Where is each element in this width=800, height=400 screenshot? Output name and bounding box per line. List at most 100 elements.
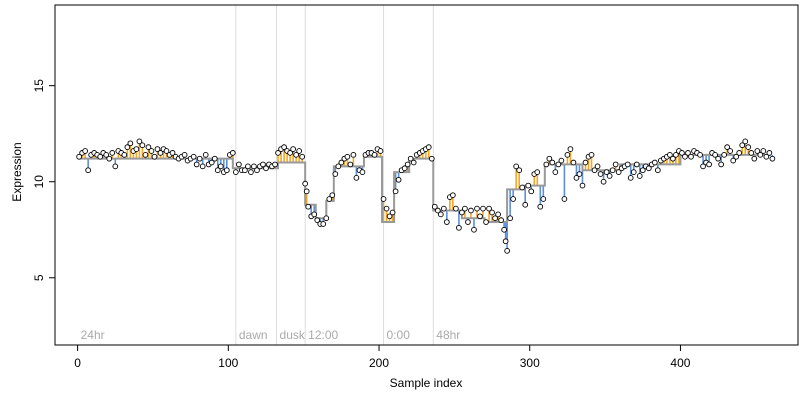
data-point: [335, 163, 342, 170]
data-point: [624, 161, 631, 168]
data-point: [428, 155, 435, 162]
data-point: [688, 153, 694, 160]
data-point: [208, 159, 215, 166]
data-point: [736, 150, 743, 156]
data-point: [600, 178, 607, 185]
data-point: [196, 155, 203, 162]
data-point: [730, 157, 737, 164]
data-point: [507, 215, 513, 222]
data-point: [480, 205, 486, 212]
data-point: [766, 150, 773, 156]
data-point: [453, 205, 459, 212]
data-point: [706, 161, 712, 168]
data-point: [760, 148, 767, 154]
data-point: [281, 144, 287, 150]
data-point: [651, 159, 658, 166]
x-axis: 0 100 200 300 400: [74, 344, 691, 370]
data-point: [410, 159, 417, 166]
data-points: [76, 138, 776, 254]
data-point: [245, 163, 251, 170]
data-point: [528, 188, 535, 195]
data-point: [148, 148, 155, 154]
data-point: [154, 146, 161, 152]
data-point: [570, 159, 577, 166]
data-point: [217, 163, 224, 170]
data-point: [251, 163, 257, 170]
data-point: [748, 150, 755, 156]
data-point: [76, 153, 82, 160]
fit-line: [77, 153, 771, 224]
data-point: [540, 196, 547, 202]
data-point: [462, 205, 468, 212]
data-point: [603, 169, 610, 175]
data-point: [97, 153, 104, 160]
data-point: [311, 211, 318, 218]
data-point: [564, 151, 571, 158]
data-point: [320, 221, 327, 227]
section-label: 24hr: [81, 328, 105, 342]
data-point: [450, 192, 456, 199]
data-point: [567, 146, 574, 152]
data-point: [142, 151, 149, 158]
data-point: [263, 165, 269, 172]
section-labels: 24hr dawn dusk 12:00 0:00 48hr: [81, 328, 461, 342]
data-point: [486, 205, 492, 212]
data-point: [465, 219, 471, 225]
x-tick-label: 100: [218, 356, 238, 370]
data-point: [615, 169, 622, 175]
data-point: [645, 165, 652, 172]
data-point: [193, 161, 200, 168]
data-point: [715, 155, 721, 162]
data-point: [121, 151, 128, 158]
data-point: [558, 157, 565, 164]
data-point: [763, 153, 770, 160]
data-point: [440, 205, 447, 212]
y-tick-label: 5: [32, 274, 46, 281]
data-point: [332, 171, 339, 177]
data-point: [127, 140, 134, 147]
data-point: [597, 171, 604, 177]
data-point: [733, 153, 740, 160]
data-point: [133, 146, 140, 152]
x-tick-label: 200: [369, 356, 389, 370]
data-point: [347, 161, 354, 168]
data-point: [492, 215, 498, 222]
data-point: [627, 175, 634, 181]
data-point: [293, 151, 299, 158]
data-point: [202, 151, 209, 158]
data-point: [296, 148, 303, 154]
data-point: [489, 209, 495, 216]
data-point: [579, 182, 586, 189]
data-point: [501, 226, 507, 233]
data-point: [145, 144, 152, 150]
data-point: [323, 215, 330, 222]
data-point: [582, 159, 589, 166]
data-point: [525, 182, 532, 189]
data-point: [682, 153, 688, 160]
data-point: [739, 142, 746, 149]
data-point: [377, 148, 384, 154]
data-point: [112, 163, 119, 170]
data-point: [371, 151, 378, 158]
data-point: [459, 209, 465, 216]
data-point: [305, 203, 312, 210]
data-point: [552, 169, 559, 175]
section-label: dusk: [280, 328, 306, 342]
x-axis-title: Sample index: [390, 376, 463, 390]
data-point: [248, 169, 254, 175]
data-point: [85, 167, 92, 174]
data-point: [443, 219, 450, 225]
data-point: [673, 151, 679, 158]
data-point: [109, 150, 116, 156]
data-point: [745, 144, 752, 150]
data-point: [591, 167, 598, 174]
data-point: [712, 151, 718, 158]
x-tick-label: 0: [74, 356, 81, 370]
data-point: [199, 163, 206, 170]
data-point: [754, 148, 761, 154]
data-point: [190, 153, 197, 160]
data-point: [495, 211, 501, 218]
data-point: [757, 151, 764, 158]
data-point: [576, 171, 583, 177]
